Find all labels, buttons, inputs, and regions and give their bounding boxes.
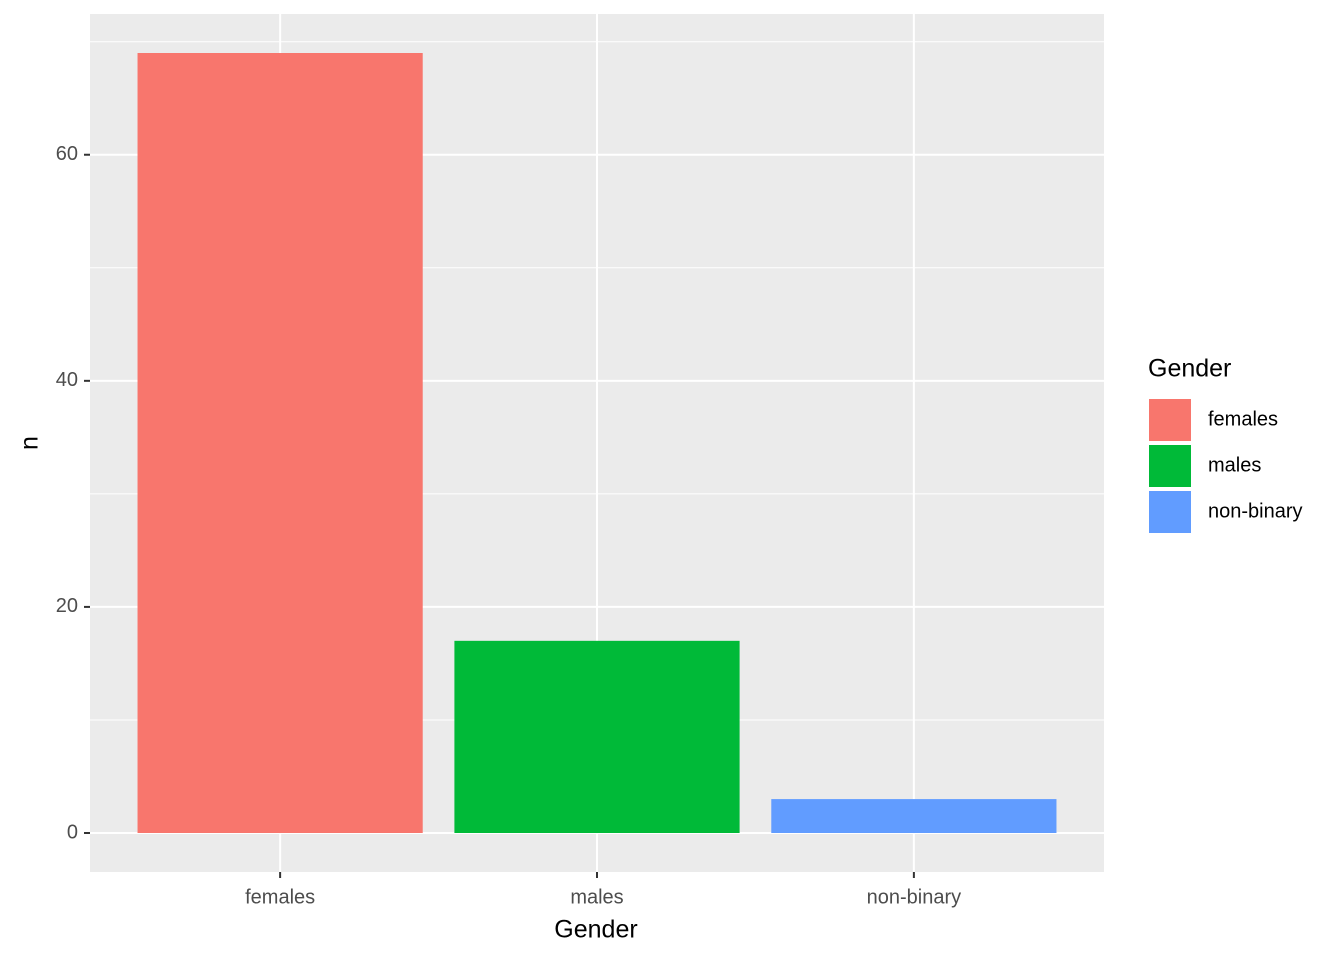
x-axis-title: Gender bbox=[554, 916, 637, 944]
bar bbox=[137, 53, 423, 833]
bars bbox=[137, 53, 1057, 833]
x-tick-label: males bbox=[570, 886, 623, 908]
legend: females males non-binary bbox=[1147, 397, 1303, 535]
legend-key bbox=[1147, 443, 1193, 489]
legend-label: females bbox=[1208, 408, 1278, 430]
x-tick-label: females bbox=[245, 886, 315, 908]
legend-title: Gender bbox=[1148, 355, 1231, 383]
legend-key bbox=[1147, 489, 1193, 535]
x-tick-label: non-binary bbox=[867, 886, 962, 908]
bar bbox=[771, 799, 1057, 833]
y-axis-title: n bbox=[16, 436, 44, 450]
y-tick-label: 60 bbox=[56, 143, 78, 165]
y-tick-label: 0 bbox=[67, 821, 78, 843]
bar bbox=[454, 640, 740, 833]
legend-label: males bbox=[1208, 454, 1261, 476]
legend-key bbox=[1147, 397, 1193, 443]
y-tick-label: 40 bbox=[56, 369, 78, 391]
legend-label: non-binary bbox=[1208, 500, 1303, 522]
y-tick-label: 20 bbox=[56, 595, 78, 617]
